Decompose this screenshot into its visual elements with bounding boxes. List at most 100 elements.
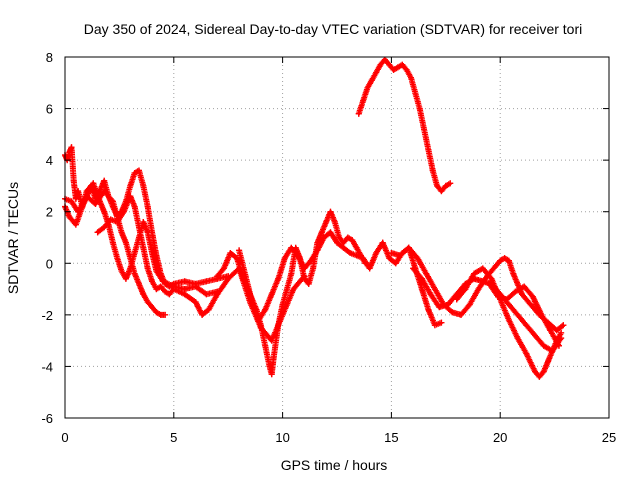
- data-point: [368, 77, 375, 84]
- data-point: [135, 280, 142, 287]
- series-track-4: [94, 193, 308, 344]
- data-point: [135, 167, 142, 174]
- data-point: [257, 322, 264, 329]
- y-tick-label: 8: [46, 50, 53, 65]
- data-point: [307, 257, 314, 264]
- data-point: [192, 298, 199, 305]
- data-point: [390, 66, 397, 73]
- data-point: [438, 188, 445, 195]
- data-point: [377, 61, 384, 68]
- data-point: [144, 203, 151, 210]
- series-track-7: [355, 56, 454, 195]
- data-point: [532, 368, 539, 375]
- data-point: [410, 265, 417, 272]
- data-point: [320, 234, 327, 241]
- data-point: [127, 182, 134, 189]
- data-point: [144, 265, 151, 272]
- data-point: [279, 301, 286, 308]
- data-point: [495, 293, 502, 300]
- data-point: [505, 301, 512, 308]
- data-point: [418, 275, 425, 282]
- data-point: [399, 61, 406, 68]
- data-point: [170, 286, 177, 293]
- data-point: [540, 368, 547, 375]
- data-point: [127, 265, 134, 272]
- data-point: [131, 249, 138, 256]
- data-point: [101, 208, 108, 215]
- data-point: [340, 239, 347, 246]
- data-point: [475, 286, 482, 293]
- data-point: [518, 291, 525, 298]
- data-point: [427, 291, 434, 298]
- data-point: [192, 283, 199, 290]
- data-point: [118, 268, 125, 275]
- data-point: [140, 244, 147, 251]
- data-point: [364, 84, 371, 91]
- series-track-8: [388, 244, 567, 334]
- data-point: [144, 298, 151, 305]
- data-point: [68, 144, 75, 151]
- data-point: [458, 311, 465, 318]
- data-point: [373, 69, 380, 76]
- data-point: [283, 286, 290, 293]
- y-tick-label: 6: [46, 102, 53, 117]
- data-point: [392, 260, 399, 267]
- data-point: [355, 110, 362, 117]
- data-point: [107, 216, 114, 223]
- data-point: [545, 358, 552, 365]
- data-point: [418, 286, 425, 293]
- data-point: [92, 200, 99, 207]
- data-point: [421, 126, 428, 133]
- data-point: [510, 270, 517, 277]
- data-point: [159, 278, 166, 285]
- data-point: [149, 304, 156, 311]
- series-track-11: [486, 280, 562, 349]
- data-point: [214, 291, 221, 298]
- data-point: [72, 221, 79, 228]
- x-tick-label: 15: [384, 430, 398, 445]
- data-point: [360, 97, 367, 104]
- data-point: [268, 371, 275, 378]
- data-point: [153, 252, 160, 259]
- data-point: [140, 291, 147, 298]
- data-point: [270, 353, 277, 360]
- data-point: [214, 273, 221, 280]
- data-point: [505, 257, 512, 264]
- data-point: [405, 244, 412, 251]
- y-tick-label: 0: [46, 256, 53, 271]
- data-point: [344, 234, 351, 241]
- data-point: [318, 229, 325, 236]
- data-point: [523, 350, 530, 357]
- data-point: [149, 249, 156, 256]
- data-point: [162, 288, 169, 295]
- data-point: [431, 322, 438, 329]
- data-point: [555, 342, 562, 349]
- data-point: [227, 249, 234, 256]
- data-point: [153, 286, 160, 293]
- data-point: [492, 262, 499, 269]
- data-point: [96, 198, 103, 205]
- data-point: [66, 149, 73, 156]
- data-point: [381, 56, 388, 63]
- data-point: [462, 286, 469, 293]
- data-point: [514, 311, 521, 318]
- data-point: [442, 182, 449, 189]
- data-point: [444, 301, 451, 308]
- data-point: [140, 182, 147, 189]
- x-tick-label: 10: [275, 430, 289, 445]
- data-point: [486, 280, 493, 287]
- data-point: [521, 283, 528, 290]
- data-point: [553, 327, 560, 334]
- data-point: [140, 219, 147, 226]
- data-point: [323, 219, 330, 226]
- data-point: [431, 286, 438, 293]
- data-point: [479, 278, 486, 285]
- data-point: [503, 296, 510, 303]
- data-point: [70, 177, 77, 184]
- data-point: [199, 311, 206, 318]
- data-point: [294, 252, 301, 259]
- data-point: [373, 249, 380, 256]
- data-point: [360, 255, 367, 262]
- data-point: [120, 208, 127, 215]
- grid-lines: [65, 57, 609, 418]
